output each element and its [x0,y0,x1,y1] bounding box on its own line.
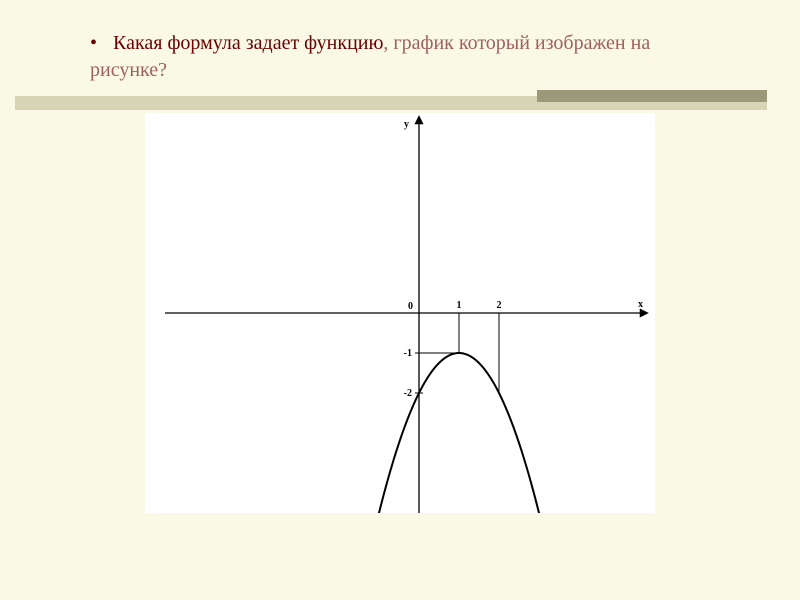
bullet: • [90,30,108,57]
question-sep: , [383,32,393,54]
svg-text:2: 2 [497,300,502,311]
graph-svg: x y 0 1 2 -1 -2 [145,113,655,513]
question-part1: Какая формула задает функцию [113,32,383,54]
question-end: ? [158,59,167,81]
svg-text:1: 1 [457,300,462,311]
graph-panel: x y 0 1 2 -1 -2 [145,113,655,513]
svg-text:-1: -1 [404,348,412,359]
svg-text:y: y [404,119,409,130]
question-block: • Какая формула задает функцию, график к… [90,30,710,84]
svg-text:x: x [638,299,643,310]
decor-bar-dark [537,90,767,102]
svg-text:0: 0 [408,301,413,312]
svg-text:-2: -2 [404,388,412,399]
